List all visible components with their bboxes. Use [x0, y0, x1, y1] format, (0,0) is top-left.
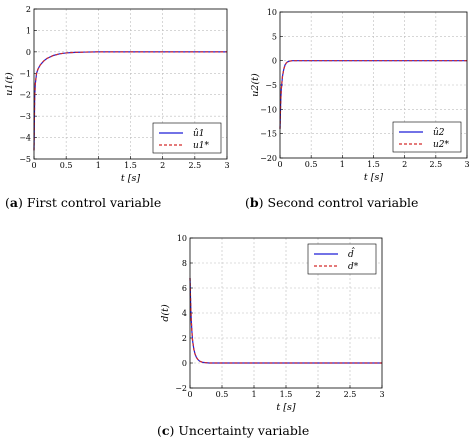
x-axis-label: t [s]: [364, 172, 383, 183]
series-line-2: [279, 60, 467, 129]
x-axis-label: t [s]: [121, 173, 140, 184]
plot-frame: [189, 237, 383, 389]
x-tick-label: 1.5: [280, 390, 293, 399]
x-tick-label: 3: [224, 161, 229, 170]
chart-b-svg: 0 0.5 1 1.5 2 2.5 3 −20 −15 −10 −5 0 5 10 t [s] u2(t) û2…: [250, 8, 470, 183]
y-tick-label: 5: [272, 32, 277, 41]
x-tick-label: 1: [96, 161, 101, 170]
caption-c-text: Uncertainty variable: [178, 423, 310, 438]
legend-label-2: d*: [348, 262, 359, 272]
legend-box: [307, 243, 377, 275]
x-tick-label: 3: [379, 390, 384, 399]
legend-box: [152, 122, 222, 154]
series-line-2: [33, 51, 227, 151]
caption-a-tag: a: [9, 195, 18, 210]
y-tick-label: 1: [26, 26, 31, 35]
x-tick-label: 2.5: [188, 161, 201, 170]
x-tick-label: 0.5: [216, 390, 229, 399]
caption-c-tag: c: [161, 423, 170, 438]
legend-label-1: d̂: [348, 247, 355, 260]
y-tick-label: −2: [19, 91, 31, 100]
x-tick-label: 1: [340, 160, 345, 169]
caption-b-tag: b: [249, 195, 259, 210]
x-tick-label: 0.5: [60, 161, 73, 170]
legend-label-1: û2: [433, 127, 445, 138]
y-axis-label: d(t): [160, 304, 171, 322]
plot-frame: [279, 11, 468, 159]
y-tick-label: −20: [260, 154, 277, 163]
plot-area: 0 0.5 1 1.5 2 2.5 3 −5 −4 −3 −2 −1 0 1 2 t [s] u1(t): [4, 5, 230, 184]
x-tick-label: 1.5: [124, 161, 137, 170]
y-tick-label: −15: [260, 130, 277, 139]
caption-b-text: Second control variable: [267, 195, 419, 210]
y-tick-label: −5: [19, 155, 31, 164]
caption-b: (b) Second control variable: [245, 195, 419, 210]
x-tick-label: 2.5: [429, 160, 442, 169]
x-tick-label: 3: [464, 160, 469, 169]
x-tick-label: 0: [277, 160, 282, 169]
legend-box: [392, 121, 462, 153]
y-tick-label: 6: [182, 284, 187, 293]
legend-label-2: u1*: [193, 141, 210, 151]
y-axis-label: u2(t): [250, 73, 261, 97]
y-tick-label: −3: [19, 112, 31, 121]
x-tick-label: 2: [315, 390, 320, 399]
y-tick-label: 0: [26, 48, 31, 57]
x-tick-label: 2.5: [344, 390, 357, 399]
x-tick-label: 2: [160, 161, 165, 170]
y-tick-label: −4: [19, 134, 31, 143]
y-tick-label: 10: [177, 234, 187, 243]
x-tick-label: 2: [402, 160, 407, 169]
x-tick-label: 0: [31, 161, 36, 170]
series-line-2: [189, 277, 382, 364]
y-axis-label: u1(t): [4, 72, 15, 96]
x-tick-label: 1.5: [367, 160, 380, 169]
y-tick-label: 2: [182, 334, 187, 343]
y-tick-label: −2: [175, 384, 187, 393]
chart-panel-b: 0 0.5 1 1.5 2 2.5 3 −20 −15 −10 −5 0 5 10 t [s] u2(t) û2…: [237, 0, 474, 215]
legend-label-2: u2*: [433, 140, 450, 150]
caption-c: (c) Uncertainty variable: [157, 423, 310, 438]
x-tick-label: 0.5: [305, 160, 318, 169]
y-tick-label: −5: [265, 81, 277, 90]
caption-a: (a) First control variable: [5, 195, 162, 210]
plot-frame: [33, 8, 228, 160]
legend: d̂ d*: [307, 243, 377, 275]
chart-panel-a: 0 0.5 1 1.5 2 2.5 3 −5 −4 −3 −2 −1 0 1 2 t [s] u1(t) û1 u1…: [0, 0, 237, 215]
x-tick-label: 0: [187, 390, 192, 399]
x-tick-label: 1: [251, 390, 256, 399]
y-tick-label: 10: [267, 8, 277, 17]
caption-a-text: First control variable: [26, 195, 162, 210]
series-line-1: [279, 60, 467, 129]
legend-label-1: û1: [193, 128, 205, 139]
plot-area: 0 0.5 1 1.5 2 2.5 3 −20 −15 −10 −5 0 5 10 t [s] u2(t): [250, 8, 470, 183]
y-tick-label: −10: [260, 105, 277, 114]
y-tick-label: 2: [26, 5, 31, 14]
y-tick-label: 0: [272, 57, 277, 66]
chart-panel-c: 0 0.5 1 1.5 2 2.5 3 −2 0 2 4 6 8 10 t [s] d(t) d̂ d* (c) …: [140, 228, 400, 445]
y-tick-label: −1: [19, 69, 31, 78]
y-tick-label: 4: [182, 309, 187, 318]
x-axis-label: t [s]: [276, 402, 295, 413]
y-tick-label: 0: [182, 359, 187, 368]
y-tick-label: 8: [182, 259, 187, 268]
